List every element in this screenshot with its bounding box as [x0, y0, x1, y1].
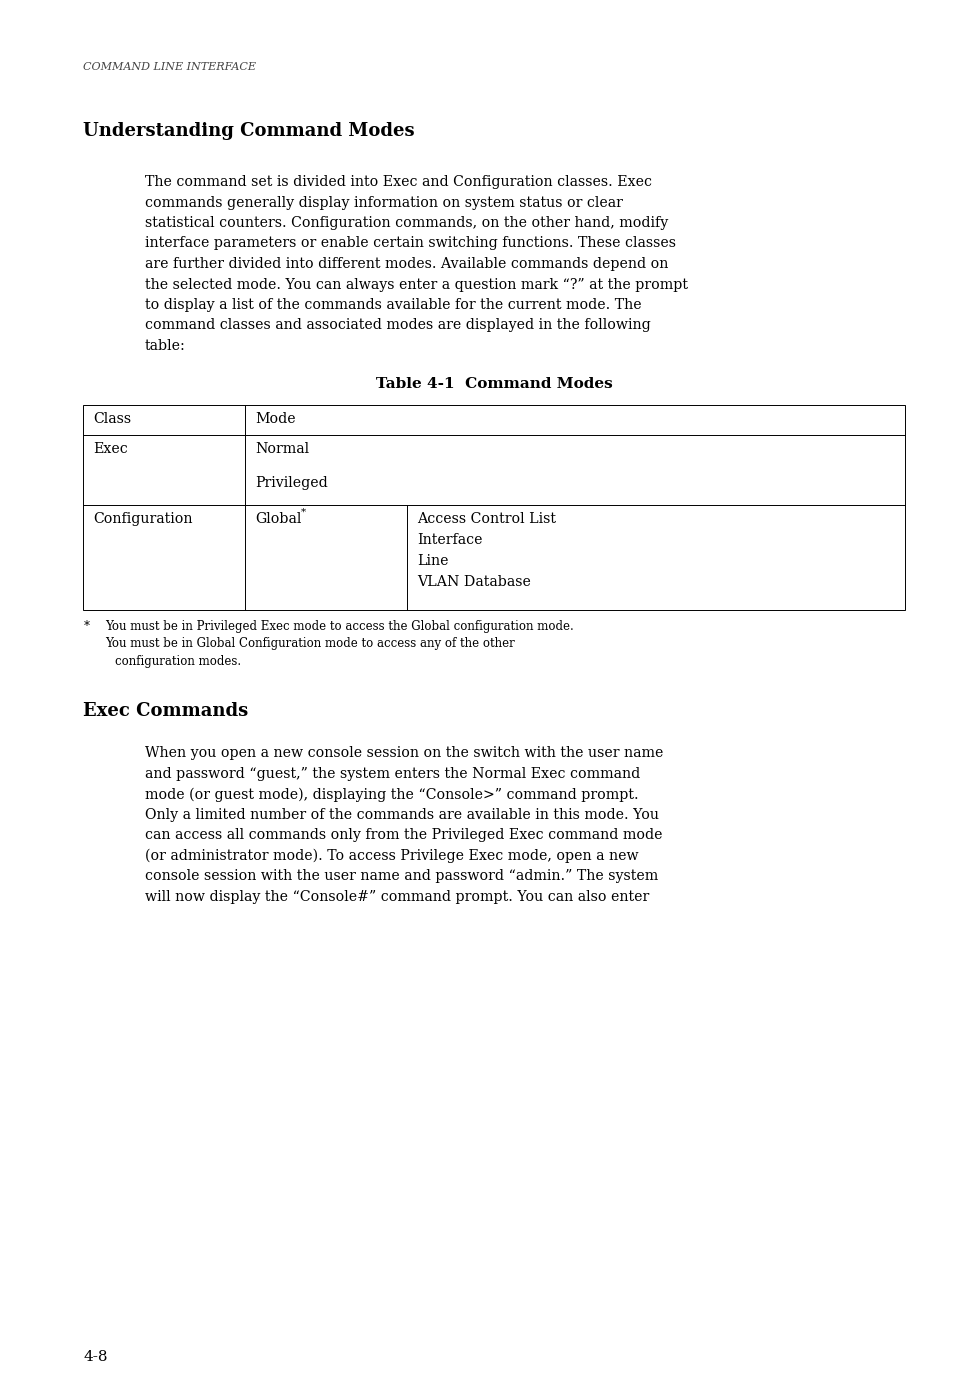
Text: When you open a new console session on the switch with the user name: When you open a new console session on t…	[145, 747, 662, 761]
Text: Interface: Interface	[416, 533, 482, 547]
Text: Configuration: Configuration	[92, 512, 193, 526]
Text: Normal: Normal	[254, 441, 309, 457]
Text: (or administrator mode). To access Privilege Exec mode, open a new: (or administrator mode). To access Privi…	[145, 849, 638, 863]
Text: the selected mode. You can always enter a question mark “?” at the prompt: the selected mode. You can always enter …	[145, 278, 687, 291]
Text: Access Control List: Access Control List	[416, 512, 556, 526]
Text: Exec: Exec	[92, 441, 128, 457]
Text: *: *	[84, 620, 90, 633]
Text: console session with the user name and password “admin.” The system: console session with the user name and p…	[145, 869, 658, 884]
Text: table:: table:	[145, 339, 186, 353]
Text: command classes and associated modes are displayed in the following: command classes and associated modes are…	[145, 318, 650, 333]
Text: Line: Line	[416, 554, 448, 568]
Text: Only a limited number of the commands are available in this mode. You: Only a limited number of the commands ar…	[145, 808, 659, 822]
Text: Privileged: Privileged	[254, 476, 328, 490]
Text: *: *	[301, 508, 306, 516]
Text: The command set is divided into Exec and Configuration classes. Exec: The command set is divided into Exec and…	[145, 175, 651, 189]
Text: will now display the “Console#” command prompt. You can also enter: will now display the “Console#” command …	[145, 890, 649, 904]
Bar	[83, 405, 904, 609]
Text: VLAN Database: VLAN Database	[416, 575, 530, 589]
Text: Class: Class	[92, 412, 131, 426]
Text: to display a list of the commands available for the current mode. The: to display a list of the commands availa…	[145, 298, 641, 312]
Text: 4-8: 4-8	[83, 1351, 108, 1364]
Text: statistical counters. Configuration commands, on the other hand, modify: statistical counters. Configuration comm…	[145, 217, 667, 230]
Text: You must be in Global Configuration mode to access any of the other: You must be in Global Configuration mode…	[105, 637, 515, 651]
Text: Global: Global	[254, 512, 301, 526]
Text: Exec Commands: Exec Commands	[83, 702, 248, 720]
Text: COMMAND LINE INTERFACE: COMMAND LINE INTERFACE	[83, 62, 255, 72]
Text: interface parameters or enable certain switching functions. These classes: interface parameters or enable certain s…	[145, 236, 676, 250]
Text: configuration modes.: configuration modes.	[115, 655, 241, 668]
Text: Understanding Command Modes: Understanding Command Modes	[83, 122, 415, 140]
Text: You must be in Privileged Exec mode to access the Global configuration mode.: You must be in Privileged Exec mode to a…	[105, 620, 573, 633]
Text: are further divided into different modes. Available commands depend on: are further divided into different modes…	[145, 257, 668, 271]
Text: Table 4-1  Command Modes: Table 4-1 Command Modes	[375, 378, 612, 391]
Text: Mode: Mode	[254, 412, 295, 426]
Text: commands generally display information on system status or clear: commands generally display information o…	[145, 196, 622, 210]
Text: can access all commands only from the Privileged Exec command mode: can access all commands only from the Pr…	[145, 829, 661, 843]
Text: and password “guest,” the system enters the Normal Exec command: and password “guest,” the system enters …	[145, 768, 639, 781]
Text: mode (or guest mode), displaying the “Console>” command prompt.: mode (or guest mode), displaying the “Co…	[145, 787, 638, 802]
